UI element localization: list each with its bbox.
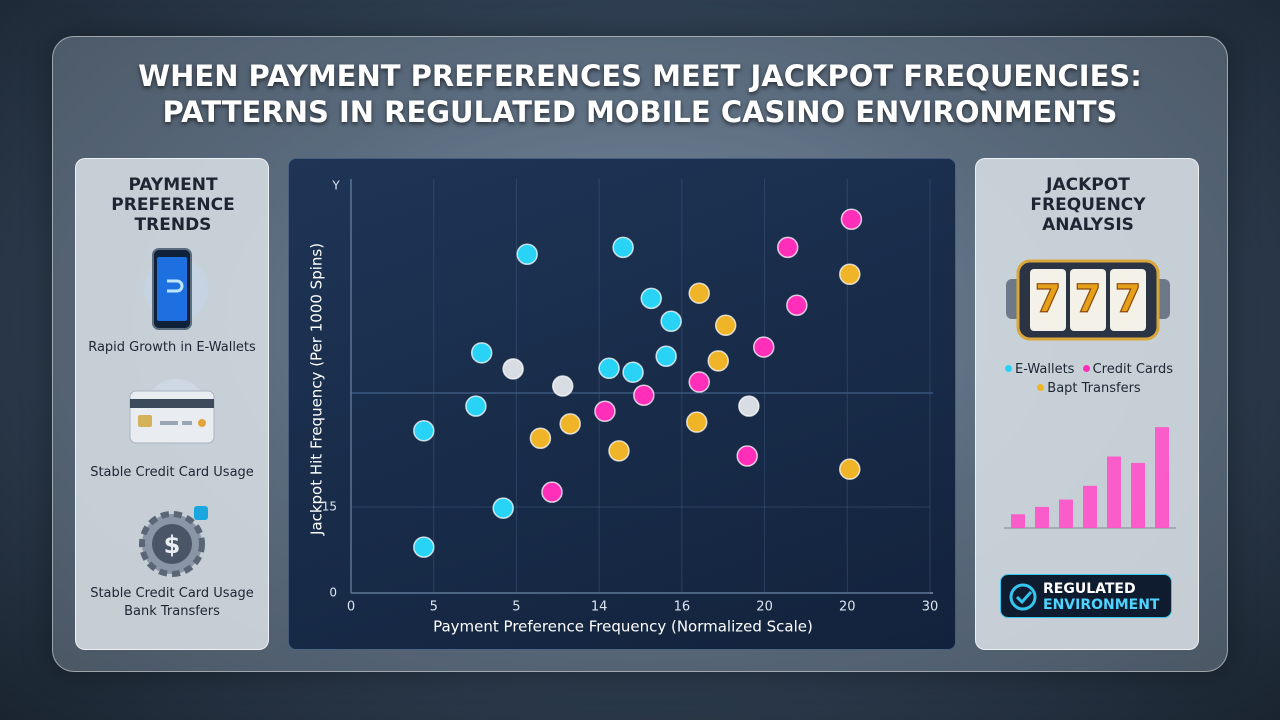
legend-swatch [1004,365,1012,372]
data-point [840,208,863,230]
legend-swatch [1082,365,1090,372]
legend-row: Bapt Transfers [990,379,1184,398]
data-point [752,336,775,358]
data-point [738,395,760,417]
item-label: Rapid Growth in E-Wallets [88,340,256,355]
data-point [608,440,630,462]
data-point [612,236,634,259]
mini-bar-chart [1004,427,1176,529]
gear-icon: $ [139,506,208,577]
data-point [688,371,710,393]
left-panel: PAYMENT PREFERENCE TRENDS Rapid Growth i… [75,158,269,650]
data-point [551,375,574,397]
chart-panel: Y Payment Preference Frequency (Normaliz… [288,158,956,650]
data-point [786,294,808,316]
bar [1155,427,1169,528]
legend-row: E-Wallets Credit Cards [990,360,1184,379]
y-tick-label: 15 [322,500,337,514]
legend-label: Credit Cards [1092,362,1174,377]
panel-title: PAYMENT PREFERENCE TRENDS [111,175,235,235]
legend-label: Bapt Transfers [1047,381,1141,396]
item-label: Stable Credit Card Usage [90,586,254,601]
svg-text:7: 7 [1035,277,1061,321]
data-point [594,400,616,423]
x-tick-label: 5 [512,600,520,615]
data-point [655,345,677,368]
x-tick-label: 20 [756,600,773,615]
x-axis-label: Payment Preference Frequency (Normalized… [433,618,813,636]
data-point [559,413,581,435]
bar [1011,514,1025,528]
badge-line: REGULATED [1043,581,1136,597]
data-point [492,497,514,519]
data-point [839,458,861,480]
x-tick-label: 20 [839,600,856,615]
data-point [633,384,655,406]
bar [1035,506,1049,528]
y-axis-top-label: Y [331,179,340,193]
item-label: Bank Transfers [124,604,220,619]
scatter-chart: Y Payment Preference Frequency (Normaliz… [308,179,939,636]
data-point [541,481,563,503]
data-point [707,350,730,372]
x-tick-label: 14 [591,600,608,615]
data-point [714,314,737,337]
data-point [640,287,663,310]
data-point [470,342,493,364]
data-point [776,236,799,259]
regulated-badge: REGULATED ENVIRONMENT [1000,574,1172,618]
data-point [413,420,435,442]
data-point [502,358,524,380]
svg-text:7: 7 [1115,277,1141,321]
bar [1131,462,1145,528]
x-tick-label: 5 [430,600,438,615]
data-point [598,357,620,380]
badge-line: ENVIRONMENT [1043,597,1160,613]
title-line: PATTERNS IN REGULATED MOBILE CASINO ENVI… [162,95,1118,129]
y-axis-label: Jackpot Hit Frequency (Per 1000 Spins) [308,243,326,536]
data-point [660,310,682,333]
data-point [413,536,435,558]
data-point [685,411,708,433]
legend: E-Wallets Credit Cards Bapt Transfers [990,360,1184,398]
title-line: WHEN PAYMENT PREFERENCES MEET JACKPOT FR… [138,59,1142,93]
panel-title: JACKPOT FREQUENCY ANALYSIS [1030,175,1146,235]
svg-text:$: $ [164,531,181,559]
data-point [516,243,538,265]
data-point [736,445,758,467]
data-point [622,361,644,384]
check-icon [1009,583,1037,611]
legend-label: E-Wallets [1014,362,1075,377]
y-tick-label: 0 [329,586,337,600]
legend-swatch [1037,384,1045,391]
data-point [465,395,487,417]
phone-icon [144,248,208,330]
bar [1107,456,1121,528]
x-tick-label: 16 [674,600,691,615]
x-tick-label: 0 [347,600,355,615]
data-point [839,263,861,286]
title: WHEN PAYMENT PREFERENCES MEET JACKPOT FR… [60,58,1220,130]
data-point [529,427,552,449]
svg-text:7: 7 [1075,277,1101,321]
x-tick-label: 30 [922,600,939,615]
data-point [688,282,710,304]
card-icon [129,379,215,444]
bar [1083,485,1097,528]
bar [1059,499,1073,528]
item-label: Stable Credit Card Usage [90,465,254,480]
